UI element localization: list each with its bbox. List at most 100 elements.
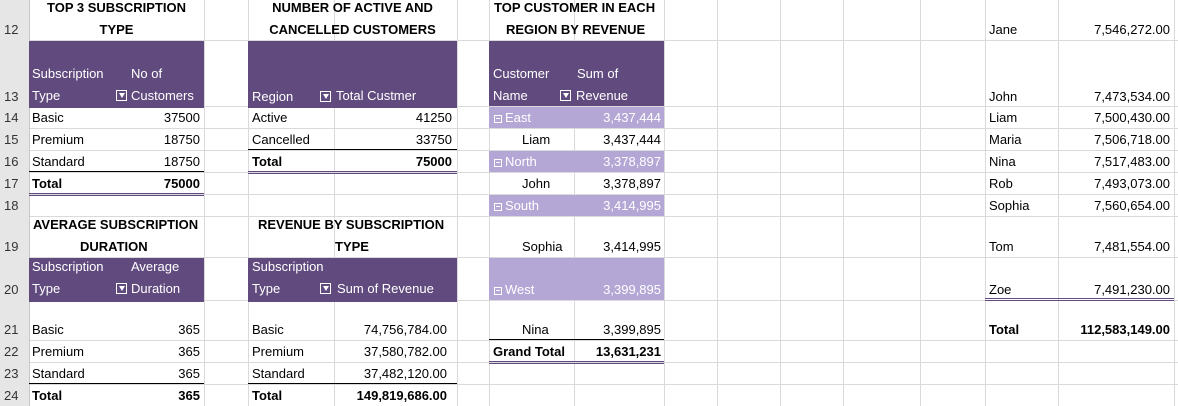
total-label[interactable]: Total — [32, 176, 63, 191]
list-value[interactable]: 7,491,230.00 — [1094, 282, 1170, 297]
row-number[interactable]: 21 — [4, 322, 19, 337]
table-cell[interactable]: Cancelled — [252, 132, 310, 147]
list-value[interactable]: 7,546,272.00 — [1094, 22, 1170, 37]
list-name[interactable]: Jane — [989, 22, 1018, 37]
row-number[interactable]: 13 — [4, 89, 19, 104]
total-value[interactable]: 112,583,149.00 — [1080, 322, 1170, 337]
row-number[interactable]: 20 — [4, 282, 19, 297]
list-name[interactable]: Tom — [989, 239, 1014, 254]
filter-dropdown-icon[interactable] — [320, 91, 331, 102]
total-value[interactable]: 75000 — [415, 154, 452, 169]
table-cell[interactable]: 18750 — [163, 154, 200, 169]
total-value[interactable]: 149,819,686.00 — [356, 388, 447, 403]
filter-dropdown-icon[interactable] — [320, 283, 331, 294]
table-cell[interactable]: Standard — [32, 366, 85, 381]
table-title: REGION BY REVENUE — [506, 22, 646, 37]
list-value[interactable]: 7,506,718.00 — [1094, 132, 1170, 147]
list-name[interactable]: Liam — [989, 110, 1018, 125]
list-value[interactable]: 7,481,554.00 — [1094, 239, 1170, 254]
row-number[interactable]: 22 — [4, 344, 19, 359]
list-value[interactable]: 7,500,430.00 — [1094, 110, 1170, 125]
table-cell[interactable]: 365 — [178, 344, 200, 359]
total-label[interactable]: Total — [32, 388, 63, 403]
table-cell[interactable]: 33750 — [415, 132, 452, 147]
column-header: Sum of — [577, 66, 619, 81]
region-row-east[interactable]: East — [494, 110, 531, 126]
table-cell[interactable]: 74,756,784.00 — [363, 322, 447, 337]
customer-value[interactable]: 3,378,897 — [603, 176, 661, 191]
grand-total-value[interactable]: 13,631,231 — [595, 344, 661, 359]
collapse-icon[interactable] — [494, 158, 502, 167]
list-value[interactable]: 7,493,073.00 — [1094, 176, 1170, 191]
collapse-icon[interactable] — [494, 202, 502, 211]
table-cell[interactable]: 365 — [178, 322, 200, 337]
row-number[interactable]: 12 — [4, 22, 19, 37]
table-cell[interactable]: 37500 — [163, 110, 200, 125]
customer-value[interactable]: 3,399,895 — [603, 322, 661, 337]
row-number[interactable]: 15 — [4, 132, 19, 147]
header-band — [248, 41, 457, 106]
table-title: TOP 3 SUBSCRIPTION — [47, 0, 186, 15]
region-value[interactable]: 3,414,995 — [603, 198, 661, 213]
row-number[interactable]: 19 — [4, 239, 19, 254]
region-value[interactable]: 3,378,897 — [603, 154, 661, 169]
table-cell[interactable]: 41250 — [415, 110, 452, 125]
total-label[interactable]: Total — [252, 388, 283, 403]
table-cell[interactable]: Basic — [252, 322, 284, 337]
region-row-north[interactable]: North — [494, 154, 537, 170]
total-value[interactable]: 365 — [178, 388, 200, 403]
table-cell[interactable]: 365 — [178, 366, 200, 381]
customer-name[interactable]: Nina — [522, 322, 549, 337]
table-cell[interactable]: Premium — [32, 344, 85, 359]
list-value[interactable]: 7,473,534.00 — [1094, 89, 1170, 104]
table-cell[interactable]: Basic — [32, 110, 64, 125]
customer-value[interactable]: 3,414,995 — [603, 239, 661, 254]
region-row-west[interactable]: West — [494, 282, 534, 298]
table-cell[interactable]: Premium — [252, 344, 305, 359]
table-cell[interactable]: 37,580,782.00 — [363, 344, 447, 359]
table-cell[interactable]: Standard — [252, 366, 305, 381]
total-label[interactable]: Total — [252, 154, 283, 169]
collapse-icon[interactable] — [494, 114, 502, 123]
row-number[interactable]: 17 — [4, 176, 19, 191]
list-name[interactable]: Nina — [989, 154, 1016, 169]
grand-total-label[interactable]: Grand Total — [493, 344, 565, 359]
row-number[interactable]: 18 — [4, 198, 19, 213]
table-title: TOP CUSTOMER IN EACH — [494, 0, 656, 15]
column-header: Customers — [131, 88, 194, 103]
column-header: Average — [131, 259, 180, 274]
region-value[interactable]: 3,399,895 — [603, 282, 661, 297]
filter-dropdown-icon[interactable] — [116, 283, 127, 294]
list-name[interactable]: Rob — [989, 176, 1013, 191]
row-number[interactable]: 16 — [4, 154, 19, 169]
table-cell[interactable]: 18750 — [163, 132, 200, 147]
customer-name[interactable]: Liam — [522, 132, 551, 147]
filter-dropdown-icon[interactable] — [560, 90, 571, 101]
list-name[interactable]: Zoe — [989, 282, 1012, 297]
row-number[interactable]: 14 — [4, 110, 19, 125]
list-name[interactable]: Sophia — [989, 198, 1030, 213]
table-cell[interactable]: Standard — [32, 154, 85, 169]
region-row-south[interactable]: South — [494, 198, 539, 214]
row-header — [0, 0, 30, 406]
row-number[interactable]: 24 — [4, 388, 19, 403]
table-cell[interactable]: Basic — [32, 322, 64, 337]
region-band — [489, 258, 664, 300]
region-value[interactable]: 3,437,444 — [603, 110, 661, 125]
table-cell[interactable]: Premium — [32, 132, 85, 147]
table-cell[interactable]: Active — [252, 110, 288, 125]
list-name[interactable]: Maria — [989, 132, 1022, 147]
customer-value[interactable]: 3,437,444 — [603, 132, 661, 147]
list-name[interactable]: John — [989, 89, 1018, 104]
collapse-icon[interactable] — [494, 286, 502, 295]
list-value[interactable]: 7,517,483.00 — [1094, 154, 1170, 169]
total-value[interactable]: 75000 — [163, 176, 200, 191]
column-header: Type — [252, 281, 281, 296]
table-cell[interactable]: 37,482,120.00 — [363, 366, 447, 381]
customer-name[interactable]: John — [522, 176, 551, 191]
filter-dropdown-icon[interactable] — [116, 90, 127, 101]
total-label[interactable]: Total — [989, 322, 1020, 337]
list-value[interactable]: 7,560,654.00 — [1094, 198, 1170, 213]
customer-name[interactable]: Sophia — [522, 239, 563, 254]
row-number[interactable]: 23 — [4, 366, 19, 381]
